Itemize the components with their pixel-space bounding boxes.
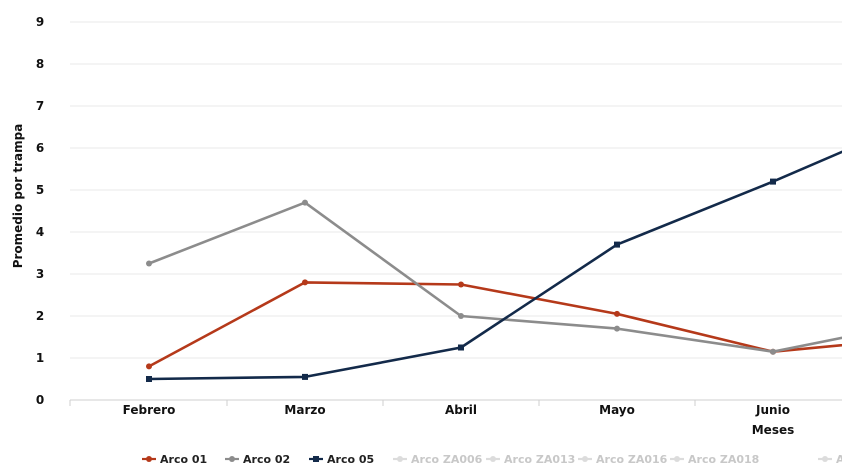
y-axis-ticks: 0 1 2 3 4 5 6 7 8 9 — [36, 15, 44, 407]
y-tick-label: 6 — [36, 141, 44, 155]
legend-item[interactable]: Arco 05 — [309, 453, 374, 466]
y-tick-label: 8 — [36, 57, 44, 71]
series-group — [146, 150, 842, 382]
y-tick-label: 3 — [36, 267, 44, 281]
x-tick-label: Abril — [445, 403, 477, 417]
series-line — [148, 201, 842, 354]
data-point — [770, 178, 776, 185]
data-point — [458, 344, 464, 351]
grid-lines — [70, 21, 842, 359]
legend-label: Arco ZA006 — [411, 453, 483, 466]
legend-marker — [490, 456, 496, 462]
legend-item[interactable]: Arco ZA016 — [578, 453, 668, 466]
data-point — [146, 260, 152, 267]
data-point — [458, 313, 464, 319]
legend-item[interactable]: Arco 02 — [225, 453, 290, 466]
legend-marker — [229, 456, 235, 462]
data-point — [302, 199, 308, 206]
legend-marker — [146, 456, 152, 462]
x-tick-label: Mayo — [599, 403, 635, 417]
y-axis-label: Promedio por trampa — [11, 124, 25, 269]
y-tick-label: 5 — [36, 183, 44, 197]
y-tick-label: 1 — [36, 351, 44, 365]
y-tick-label: 9 — [36, 15, 44, 29]
legend-item[interactable]: Arco ZA013 — [486, 453, 575, 466]
data-point — [614, 241, 620, 248]
data-point — [458, 281, 464, 288]
legend-label: Arco ZA013 — [504, 453, 575, 466]
x-tick-label: Junio — [755, 403, 790, 417]
legend-label: A — [836, 453, 842, 466]
legend-label: Arco 05 — [327, 453, 374, 466]
legend-item[interactable]: Arco 01 — [142, 453, 207, 466]
data-point — [146, 376, 152, 382]
x-tick-label: Febrero — [123, 403, 176, 417]
series-line — [148, 281, 842, 368]
x-axis-label: Meses — [752, 423, 795, 437]
y-tick-label: 0 — [36, 393, 44, 407]
legend-marker — [313, 456, 319, 462]
legend-item[interactable]: Arco ZA018 — [670, 453, 759, 466]
y-tick-label: 4 — [36, 225, 44, 239]
legend-marker — [397, 456, 403, 462]
series-line — [148, 150, 842, 381]
y-tick-label: 7 — [36, 99, 44, 113]
legend-marker — [822, 456, 828, 462]
y-tick-label: 2 — [36, 309, 44, 323]
data-point — [614, 325, 620, 332]
legend-marker — [674, 456, 680, 462]
legend-item[interactable]: Arco ZA006 — [393, 453, 483, 466]
legend-label: Arco ZA018 — [688, 453, 759, 466]
data-point — [614, 310, 620, 317]
legend-label: Arco 02 — [243, 453, 290, 466]
data-point — [302, 279, 308, 286]
legend-label: Arco 01 — [160, 453, 207, 466]
data-point — [146, 363, 152, 370]
x-axis: FebreroMarzoAbrilMayoJunioJulio — [69, 399, 842, 417]
legend-marker — [582, 456, 588, 462]
legend-item[interactable]: A — [818, 453, 842, 466]
legend: Arco 01 Arco 02 Arco 05 Arco ZA006 Arco ZA01… — [142, 453, 842, 466]
legend-label: Arco ZA016 — [596, 453, 668, 466]
data-point — [770, 348, 776, 355]
data-point — [302, 373, 308, 380]
x-tick-label: Marzo — [284, 403, 325, 417]
